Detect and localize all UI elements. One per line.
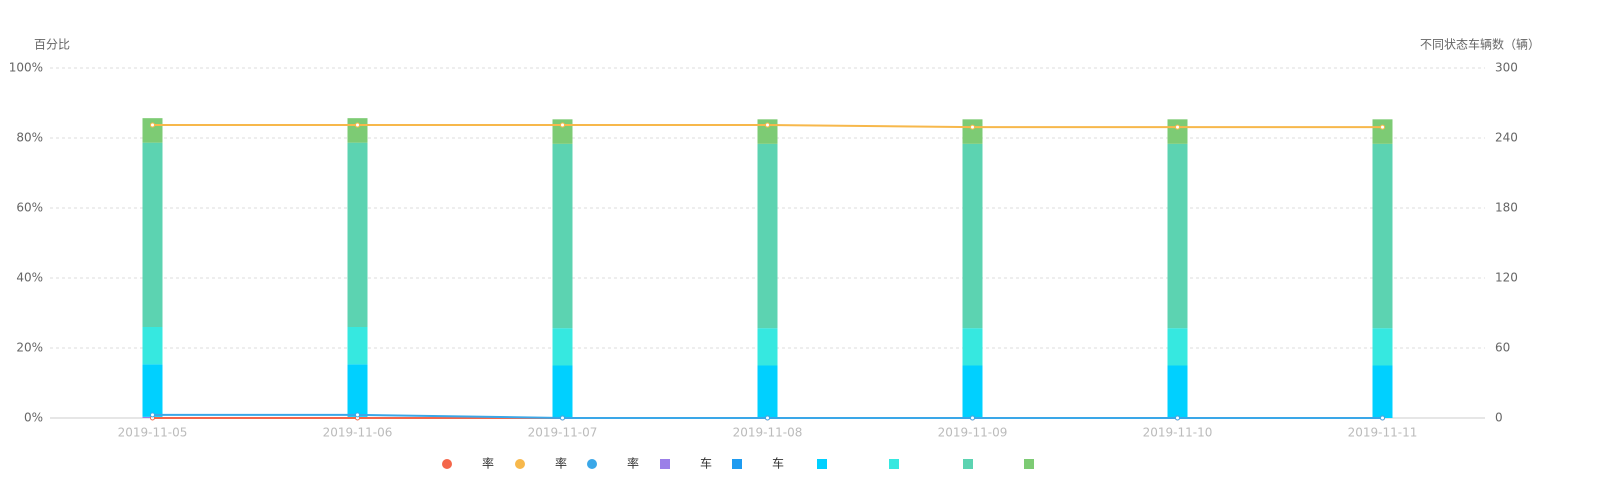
line-point — [355, 412, 360, 418]
y2-axis-title: 不同状态车辆数（辆） — [1420, 37, 1540, 52]
bar — [142, 364, 163, 417]
bar — [142, 118, 163, 143]
y-tick-label: 80% — [16, 131, 43, 145]
y2-tick-label: 120 — [1495, 271, 1518, 285]
bar — [962, 365, 983, 418]
y-tick-label: 0% — [24, 411, 43, 425]
bar — [347, 142, 368, 327]
bar — [757, 328, 778, 366]
y2-tick-label: 60 — [1495, 341, 1510, 355]
x-tick-label: 2019-11-09 — [938, 426, 1008, 440]
x-tick-label: 2019-11-05 — [118, 426, 188, 440]
bar — [1372, 119, 1393, 144]
bar — [552, 328, 573, 366]
legend-marker — [963, 459, 973, 469]
bar — [347, 118, 368, 143]
legend-marker — [1024, 459, 1034, 469]
y2-tick-label: 300 — [1495, 61, 1518, 75]
legend-marker — [515, 459, 525, 469]
line-point — [1175, 124, 1180, 130]
legend-label: 率 — [627, 456, 639, 471]
legend-label: 车 — [700, 456, 712, 471]
line-point — [1380, 124, 1385, 130]
bar — [1167, 143, 1188, 329]
bar — [142, 142, 163, 327]
bar — [1372, 143, 1393, 329]
bar — [347, 364, 368, 417]
bar — [1167, 328, 1188, 366]
y2-tick-label: 0 — [1495, 411, 1503, 425]
x-tick-label: 2019-11-08 — [733, 426, 803, 440]
bar — [347, 327, 368, 365]
bar — [962, 328, 983, 366]
legend-marker — [732, 459, 742, 469]
y-tick-label: 40% — [16, 271, 43, 285]
line-point — [765, 122, 770, 128]
legend-marker — [817, 459, 827, 469]
legend-marker — [889, 459, 899, 469]
legend-label: 率 — [482, 456, 494, 471]
y2-tick-label: 180 — [1495, 201, 1518, 215]
legend-label: 率 — [555, 456, 567, 471]
bar — [1372, 365, 1393, 418]
x-tick-label: 2019-11-10 — [1143, 426, 1213, 440]
bar — [962, 143, 983, 329]
x-tick-label: 2019-11-07 — [528, 426, 598, 440]
y2-tick-label: 240 — [1495, 131, 1518, 145]
line-point — [150, 412, 155, 418]
y-tick-label: 60% — [16, 201, 43, 215]
bar — [962, 119, 983, 144]
bar — [552, 365, 573, 418]
line-point — [970, 124, 975, 130]
x-tick-label: 2019-11-06 — [323, 426, 393, 440]
bar — [1167, 365, 1188, 418]
legend-label: 车 — [772, 456, 784, 471]
line-point — [560, 122, 565, 128]
y-axis-title: 百分比 — [34, 38, 70, 52]
bar — [1167, 119, 1188, 144]
line-point — [970, 415, 975, 421]
y-tick-label: 100% — [9, 61, 43, 75]
bar — [142, 327, 163, 365]
line-point — [1175, 415, 1180, 421]
x-tick-label: 2019-11-11 — [1348, 426, 1418, 440]
line-point — [765, 415, 770, 421]
bar — [552, 143, 573, 329]
legend-marker — [442, 459, 452, 469]
y-tick-label: 20% — [16, 341, 43, 355]
bar — [757, 365, 778, 418]
line-point — [355, 122, 360, 128]
bar — [1372, 328, 1393, 366]
line-point — [150, 122, 155, 128]
legend-marker — [660, 459, 670, 469]
bar — [757, 143, 778, 329]
legend-marker — [587, 459, 597, 469]
line-point — [1380, 415, 1385, 421]
line-point — [560, 415, 565, 421]
